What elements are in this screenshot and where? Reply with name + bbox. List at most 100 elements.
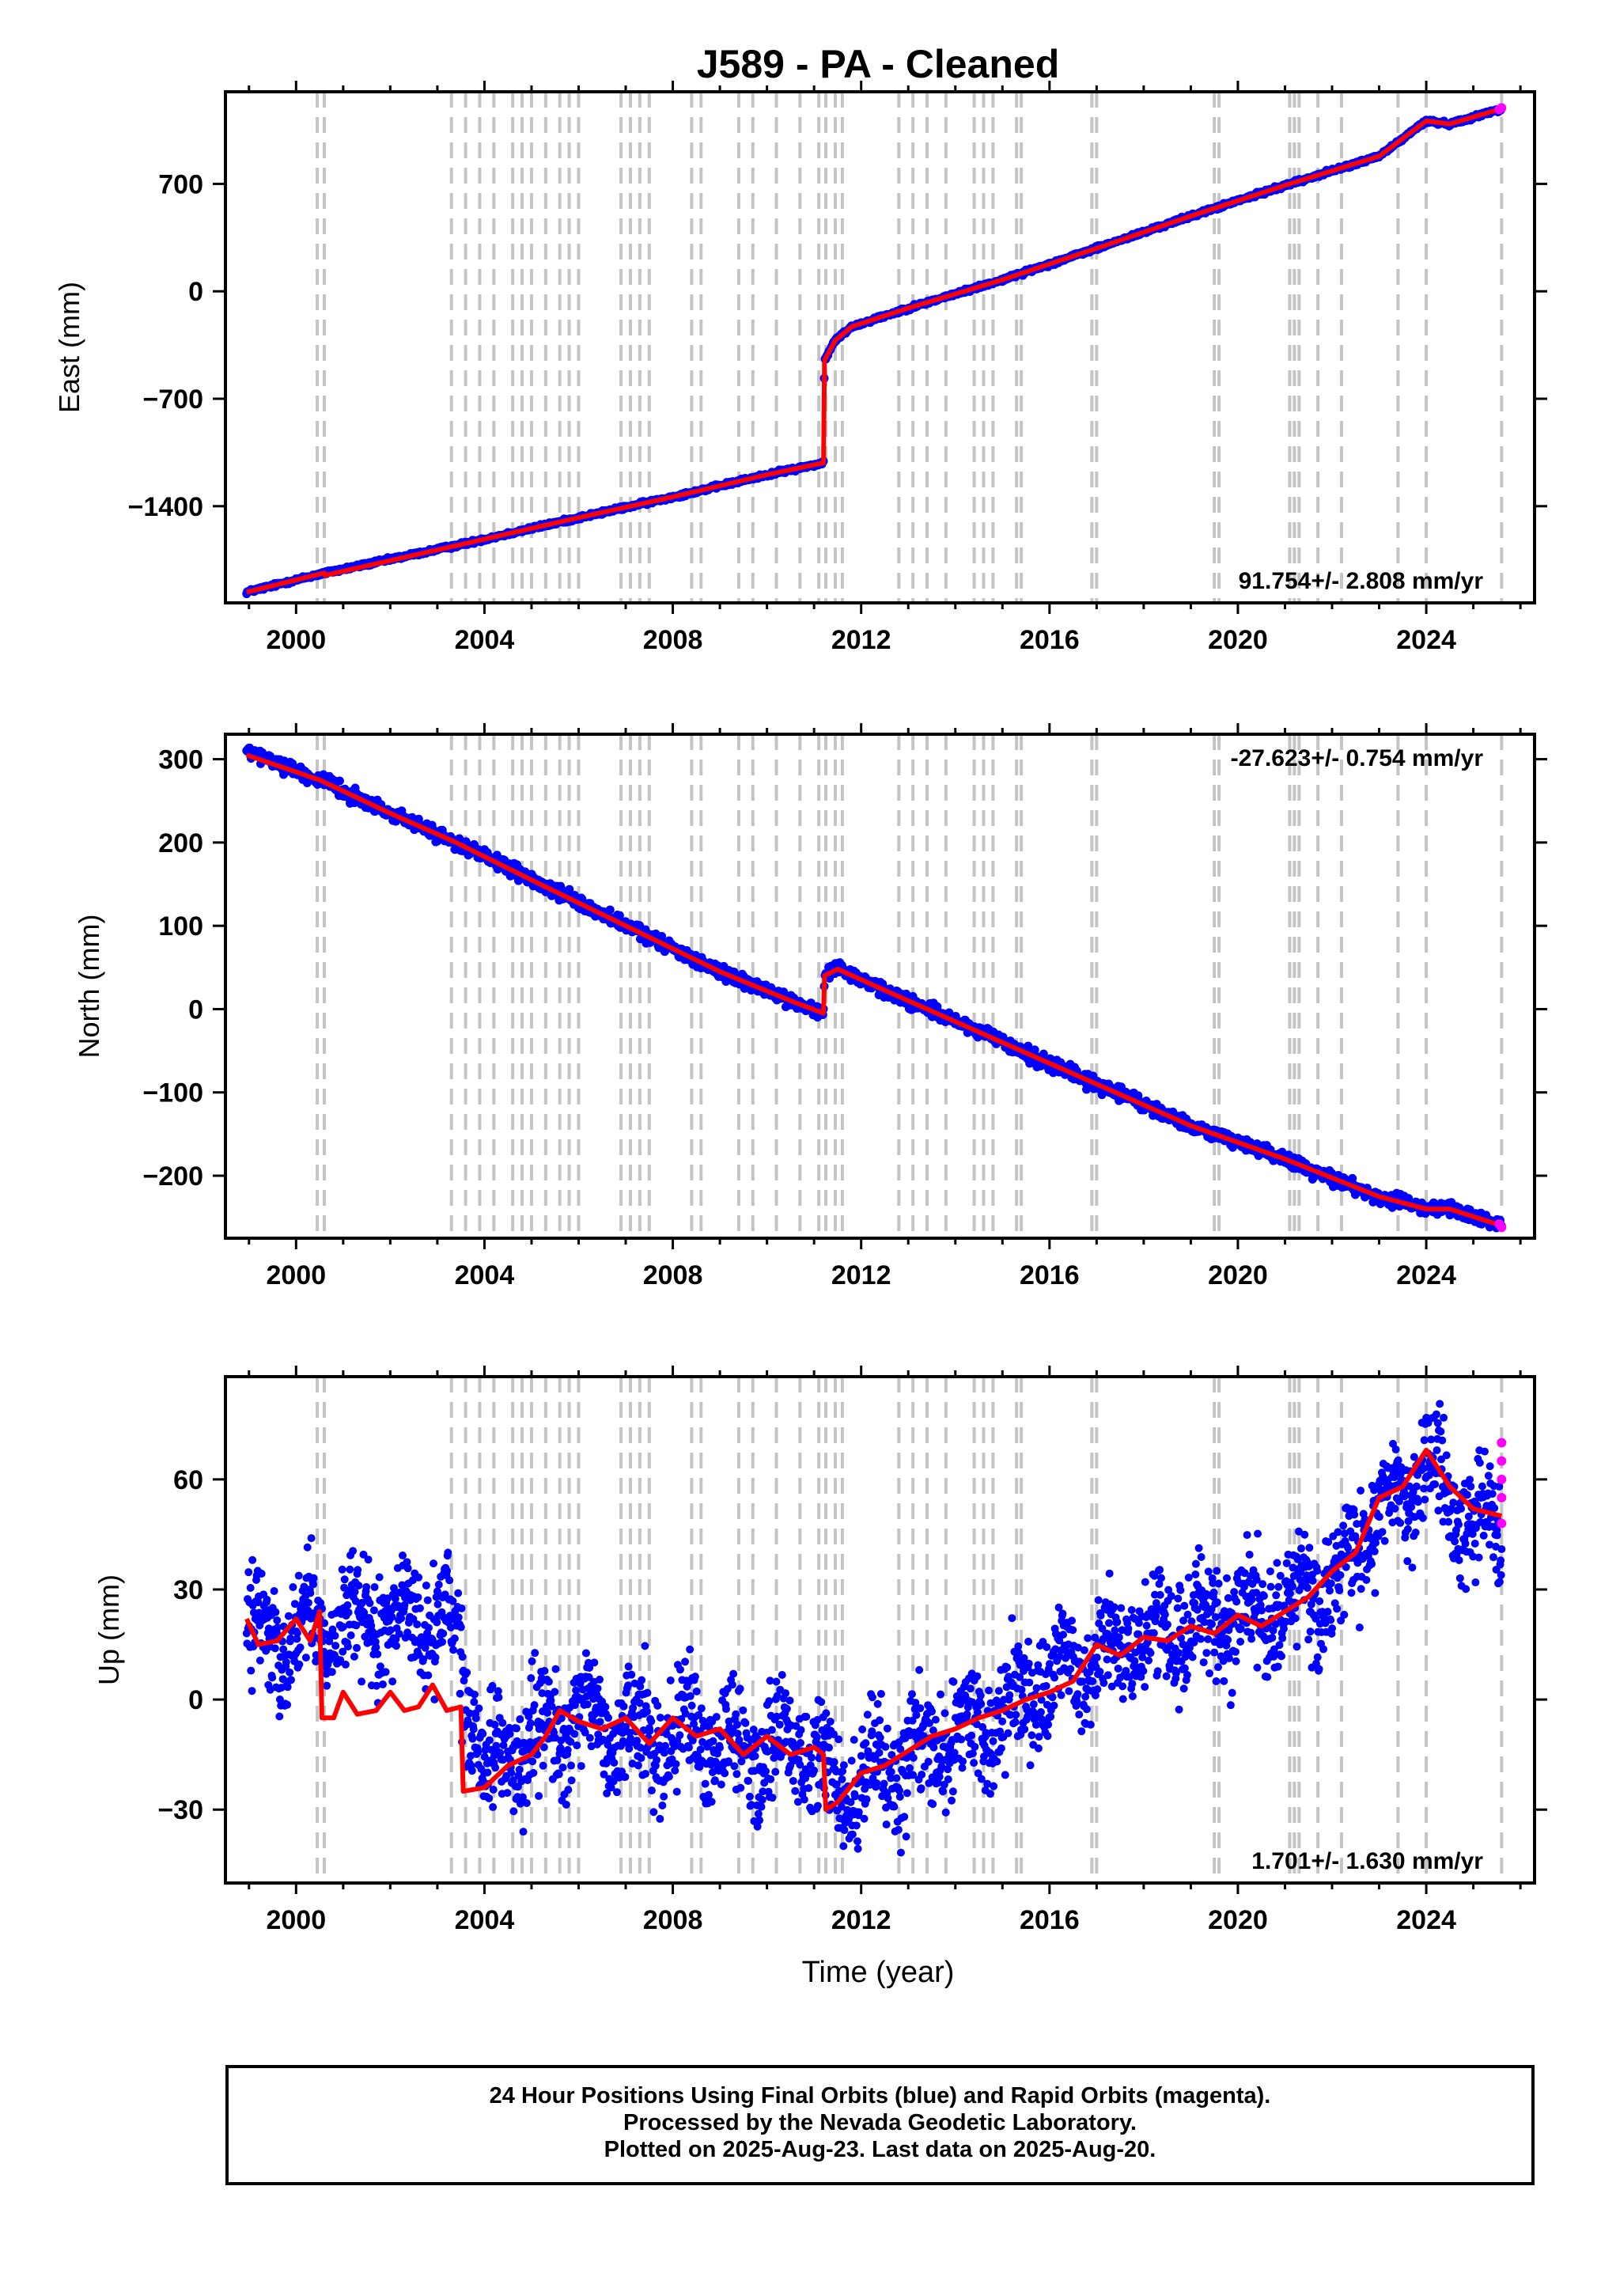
final-orbit-point — [735, 1736, 744, 1745]
final-orbit-point — [488, 1681, 497, 1690]
final-orbit-point — [547, 1702, 556, 1711]
final-orbit-point — [766, 1775, 775, 1783]
final-orbit-point — [335, 776, 344, 786]
final-orbit-point — [433, 1618, 441, 1627]
model-line — [246, 106, 1503, 595]
final-orbit-point — [572, 1686, 581, 1695]
final-orbit-point — [782, 1704, 791, 1713]
final-orbit-point — [284, 1612, 293, 1620]
final-orbit-point — [656, 1814, 664, 1823]
y-axis-label: East (mm) — [53, 282, 85, 413]
final-orbit-point — [692, 1687, 701, 1695]
final-orbit-point — [430, 1559, 438, 1568]
final-orbit-point — [343, 1642, 352, 1651]
final-orbit-point — [765, 1697, 774, 1706]
final-orbit-point — [539, 1743, 548, 1752]
final-orbit-point — [596, 1675, 604, 1684]
final-orbit-point — [296, 1643, 305, 1652]
final-orbit-point — [656, 1713, 664, 1722]
final-orbit-point — [570, 1730, 579, 1738]
final-orbit-point — [331, 1631, 339, 1640]
final-orbit-point — [522, 1798, 531, 1807]
final-orbit-point — [395, 1630, 403, 1639]
final-orbit-point — [424, 1671, 433, 1680]
final-orbit-point — [339, 1623, 347, 1631]
final-orbit-point — [625, 1745, 634, 1753]
final-orbit-point — [709, 1737, 717, 1745]
final-orbit-point — [567, 1776, 576, 1785]
final-orbit-point — [838, 1767, 847, 1775]
final-orbit-point — [403, 1558, 411, 1567]
final-orbit-point — [515, 1765, 524, 1774]
final-orbit-point — [392, 1642, 401, 1650]
final-orbit-point — [729, 1669, 738, 1678]
final-orbit-point — [676, 1731, 684, 1740]
final-orbit-point — [796, 1738, 804, 1747]
final-orbit-point — [286, 1668, 294, 1677]
final-orbit-point — [853, 1844, 862, 1853]
final-orbit-point — [421, 1643, 430, 1652]
final-orbit-point — [507, 1768, 516, 1777]
final-orbit-point — [812, 1733, 821, 1741]
final-orbit-point — [338, 1565, 346, 1574]
final-orbit-point — [736, 1684, 744, 1693]
final-orbit-point — [413, 1620, 422, 1629]
rapid-orbit-points — [1494, 1219, 1507, 1233]
final-orbit-point — [850, 1736, 858, 1745]
final-orbit-point — [400, 1601, 409, 1609]
final-orbit-point — [604, 1741, 612, 1749]
final-orbit-point — [445, 1576, 454, 1585]
final-orbit-point — [551, 1665, 560, 1673]
x-tick-label: 2024 — [1396, 1260, 1456, 1290]
final-orbit-point — [312, 1657, 320, 1665]
final-orbit-point — [771, 1767, 780, 1776]
final-orbit-point — [282, 1658, 290, 1666]
final-orbit-point — [286, 1634, 295, 1642]
final-orbit-point — [465, 1709, 474, 1718]
final-orbit-point — [638, 1676, 646, 1684]
x-tick-label: 2012 — [831, 625, 891, 655]
final-orbit-point — [643, 1688, 652, 1697]
final-orbit-point — [398, 1581, 407, 1589]
final-orbit-point — [557, 1736, 566, 1745]
final-orbit-point — [349, 1547, 358, 1555]
final-orbit-point — [491, 1764, 500, 1772]
final-orbit-point — [557, 1714, 566, 1722]
final-orbit-point — [529, 1768, 538, 1777]
final-orbit-point — [585, 1664, 594, 1673]
final-orbit-point — [624, 1662, 633, 1671]
final-orbit-point — [543, 1708, 552, 1717]
final-orbit-point — [744, 1776, 753, 1785]
final-orbit-point — [573, 1741, 581, 1750]
final-orbit-point — [681, 1709, 690, 1718]
final-orbit-point — [449, 1646, 458, 1654]
final-orbit-point — [660, 1749, 668, 1757]
x-tick-label: 2024 — [1396, 625, 1456, 655]
final-orbit-point — [566, 1737, 575, 1746]
y-tick-label: −200 — [142, 1161, 203, 1192]
final-orbit-point — [327, 1668, 336, 1677]
final-orbit-point — [454, 1613, 463, 1622]
final-orbit-point — [637, 1754, 645, 1763]
x-tick-label: 2016 — [1020, 1260, 1080, 1290]
final-orbit-point — [398, 1552, 407, 1560]
final-orbit-point — [737, 1757, 746, 1766]
final-orbit-point — [605, 905, 615, 915]
final-orbit-point — [793, 1798, 802, 1806]
final-orbit-point — [431, 1653, 440, 1661]
final-orbit-point — [257, 1569, 266, 1578]
final-orbit-point — [653, 1701, 662, 1710]
final-orbit-point — [773, 1692, 782, 1700]
x-ticks — [248, 723, 1522, 1249]
final-orbit-point — [627, 1670, 636, 1679]
final-orbit-point — [684, 1743, 693, 1752]
final-orbit-point — [686, 1692, 695, 1700]
final-orbit-point — [782, 1689, 790, 1698]
final-orbit-point — [619, 1729, 627, 1737]
final-orbit-point — [424, 1623, 433, 1632]
y-ticks — [213, 758, 1547, 1177]
final-orbit-point — [362, 1582, 371, 1591]
final-orbit-point — [854, 1808, 863, 1817]
final-orbit-point — [768, 1794, 777, 1802]
